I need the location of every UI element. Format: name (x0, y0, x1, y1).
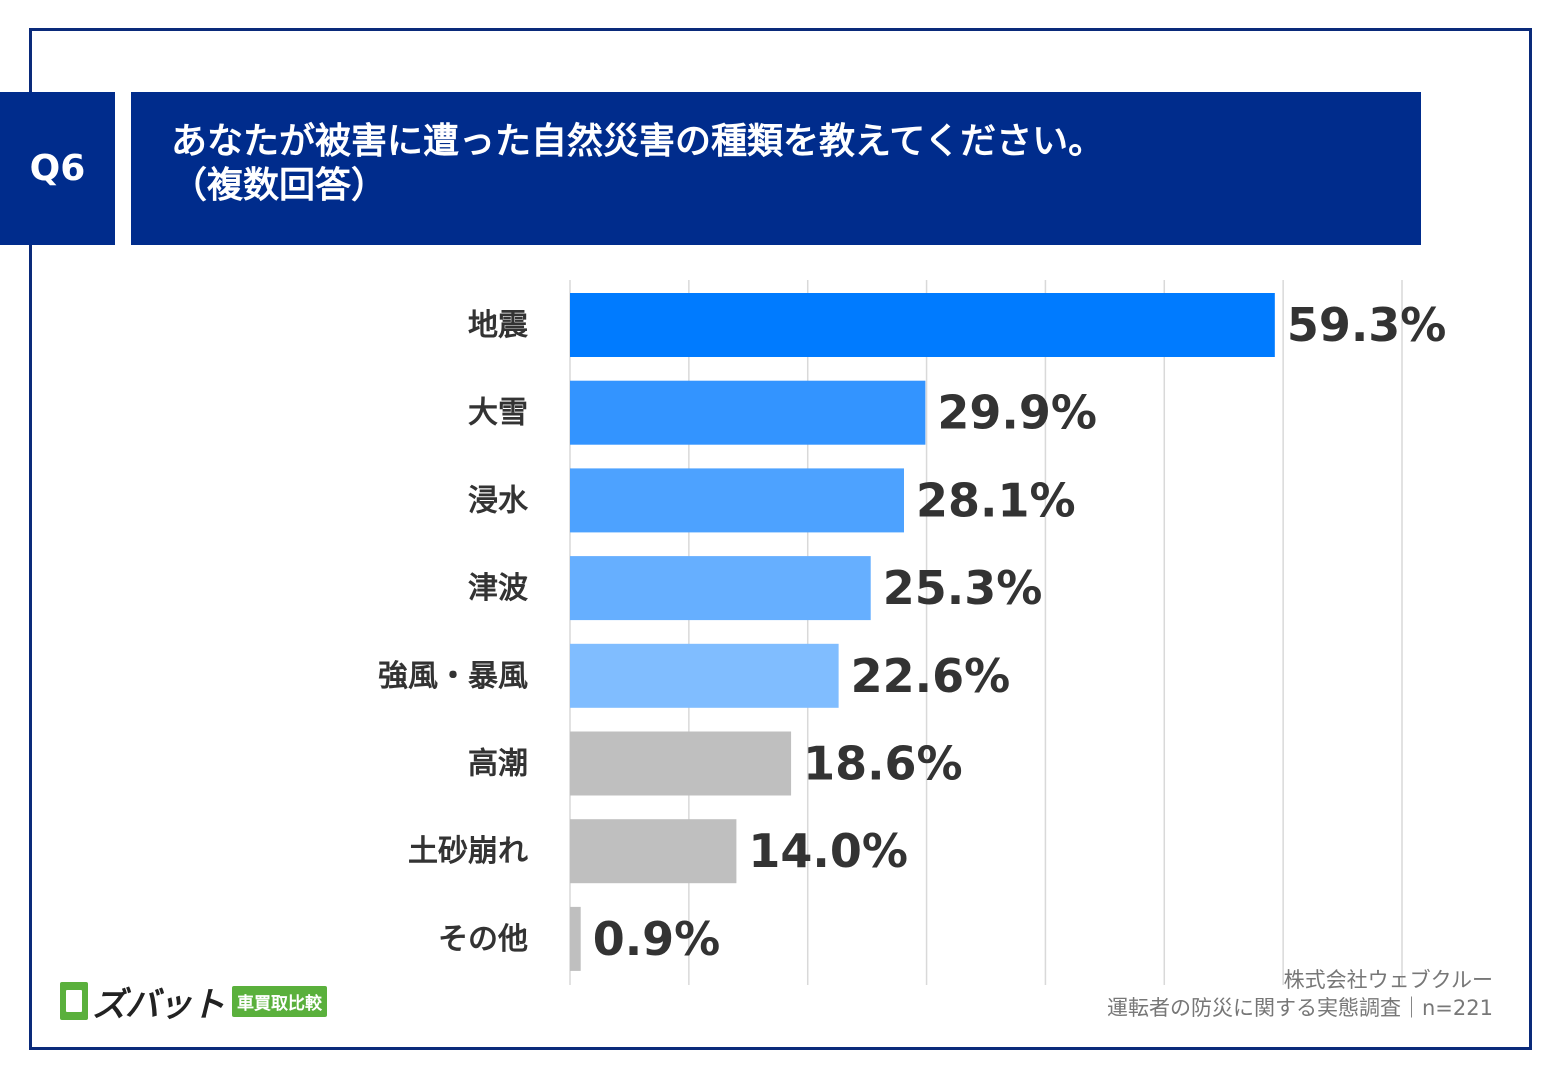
category-label: 強風・暴風 (378, 659, 528, 694)
bar (570, 380, 926, 445)
question-title-box: あなたが被害に遭った自然災害の種類を教えてください。 （複数回答） (131, 92, 1421, 245)
question-number-tab: Q6 (0, 92, 115, 245)
logo-icon (60, 982, 88, 1020)
bar (570, 731, 792, 796)
bar (570, 556, 871, 621)
question-title: あなたが被害に遭った自然災害の種類を教えてください。 (171, 121, 1105, 162)
source-company: 株式会社ウェブクルー (1283, 968, 1493, 992)
value-label: 59.3% (1287, 298, 1447, 352)
question-number: Q6 (29, 148, 86, 189)
source-note: 株式会社ウェブクルー 運転者の防災に関する実態調査｜n=221 (1107, 966, 1493, 1022)
bar (570, 906, 581, 971)
category-label: 高潮 (468, 747, 528, 782)
logo-name: ズバット (92, 984, 225, 1025)
question-subtitle: （複数回答） (171, 165, 388, 206)
value-label: 18.6% (803, 737, 963, 791)
bar (570, 643, 839, 708)
bar (570, 819, 737, 884)
brand-logo: ズバット 車買取比較 (60, 976, 327, 1026)
bar (570, 468, 904, 533)
category-label: 浸水 (468, 483, 529, 518)
value-label: 0.9% (593, 912, 721, 966)
bar (570, 293, 1275, 357)
category-label: 津波 (468, 571, 529, 606)
value-label: 25.3% (883, 561, 1043, 615)
chart-frame (29, 28, 1532, 1050)
category-label: その他 (438, 922, 528, 957)
source-survey: 運転者の防災に関する実態調査｜n=221 (1107, 996, 1493, 1020)
category-label: 大雪 (468, 396, 528, 431)
category-label: 地震 (468, 308, 529, 343)
logo-badge: 車買取比較 (232, 985, 327, 1017)
value-label: 22.6% (851, 649, 1011, 703)
category-label: 土砂崩れ (408, 834, 528, 869)
value-label: 14.0% (748, 824, 908, 878)
value-label: 28.1% (916, 473, 1076, 527)
value-label: 29.9% (937, 386, 1097, 440)
